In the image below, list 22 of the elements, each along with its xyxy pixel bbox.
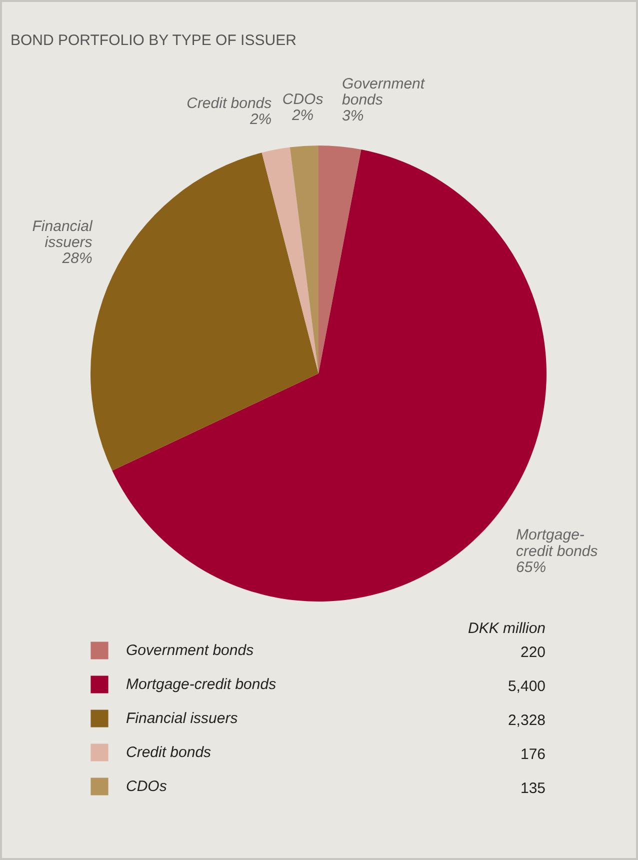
text: 135 [520, 780, 546, 797]
text: 2,328 [508, 712, 546, 729]
data-label: 65% [516, 559, 546, 576]
legend-label: CDOs [126, 776, 167, 796]
text: 5,400 [508, 678, 546, 695]
data-label: 2% [290, 106, 314, 124]
legend-label: Credit bonds [126, 742, 212, 762]
legend-label: Mortgage-credit bonds [126, 674, 276, 694]
legend-label: Financial issuers [126, 708, 238, 728]
slice-label: Credit bonds [186, 94, 272, 112]
chart-title: BOND PORTFOLIO BY TYPE OF ISSUER [10, 32, 297, 49]
slice-label: Mortgage- credit bonds [516, 526, 598, 560]
slice-label: CDOs [282, 90, 324, 108]
slice-label: Government bonds [342, 75, 426, 108]
data-label: 28% [61, 250, 92, 268]
text: 176 [520, 746, 546, 763]
legend-label: Government bonds [126, 640, 254, 660]
text: 220 [520, 644, 546, 661]
text: DKK million [468, 620, 546, 637]
data-label: 2% [248, 110, 272, 128]
slice-label: Financial issuers [32, 218, 93, 251]
data-label: 3% [342, 108, 364, 125]
